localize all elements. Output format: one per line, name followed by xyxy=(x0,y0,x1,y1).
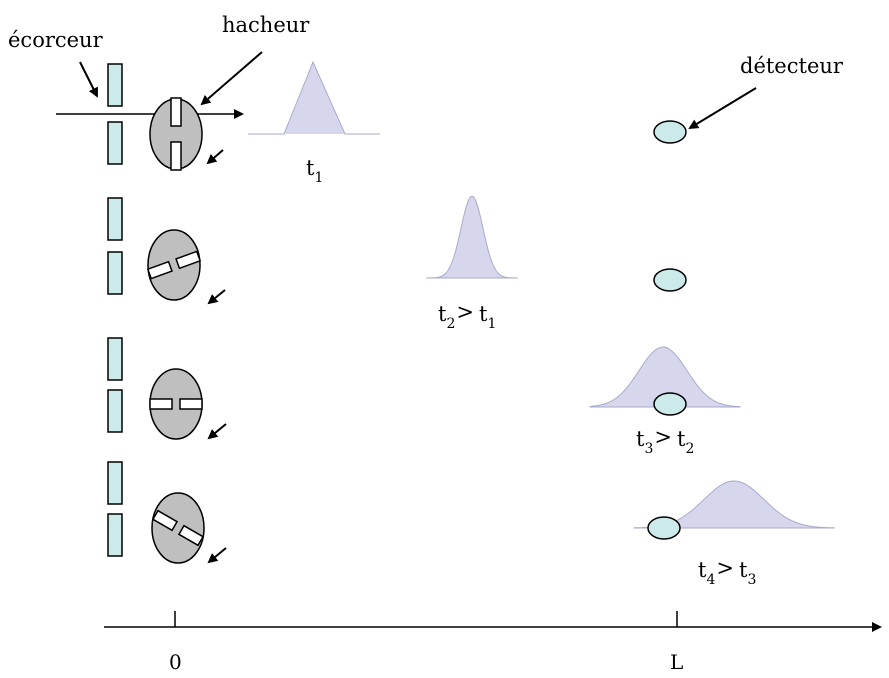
time-label-4: t4> t3 xyxy=(698,556,756,588)
svg-text:t2>t1: t2> t1 xyxy=(438,300,496,332)
time-symbol: t xyxy=(438,302,447,326)
detector xyxy=(647,516,681,540)
relation-sign: > xyxy=(716,556,734,580)
time-label-1: t1 xyxy=(306,156,323,186)
relation-sign: > xyxy=(456,300,474,324)
detector xyxy=(653,392,687,416)
skimmer-pointer-arrow-icon xyxy=(79,61,98,98)
detector xyxy=(653,120,687,144)
time-subscript: 4 xyxy=(706,572,715,588)
skimmer-label: écorceur xyxy=(8,28,104,52)
time-symbol: t xyxy=(636,427,645,451)
time-symbol: t xyxy=(479,302,488,326)
time-subscript: 3 xyxy=(644,441,653,457)
rotation-arrow-icon xyxy=(207,423,227,440)
rotation-arrow-icon xyxy=(206,149,224,165)
time-subscript: 3 xyxy=(747,572,756,588)
skimmer-lower xyxy=(107,389,123,433)
skimmer-lower xyxy=(107,513,123,557)
relation-sign: > xyxy=(654,425,672,449)
time-symbol: t xyxy=(677,427,686,451)
row-2 xyxy=(107,195,687,305)
time-subscript: 1 xyxy=(487,316,496,332)
row-1 xyxy=(107,60,687,171)
time-label-3: t3> t2 xyxy=(636,425,694,457)
svg-text:t3>t2: t3> t2 xyxy=(636,425,694,457)
chopper-slot xyxy=(149,398,173,410)
svg-text:t1: t1 xyxy=(306,156,323,186)
chopper-label: hacheur xyxy=(222,13,310,37)
rotation-arrow-icon xyxy=(207,547,227,564)
pulse-shape xyxy=(589,346,741,408)
detector-pointer-arrow-icon xyxy=(688,87,757,130)
axis-tick-label-L: L xyxy=(670,650,683,673)
axis-tick-label-0: 0 xyxy=(169,650,182,673)
skimmer-lower xyxy=(107,121,123,165)
chopper-slots xyxy=(146,250,202,280)
detector-label: détecteur xyxy=(740,54,844,78)
chopper-slot xyxy=(179,398,203,410)
time-subscript: 2 xyxy=(446,316,455,332)
chopper-slot xyxy=(170,97,182,127)
chopper-slots xyxy=(151,509,205,547)
row-3 xyxy=(107,337,741,440)
time-subscript: 1 xyxy=(314,170,323,186)
skimmer-upper xyxy=(107,63,123,107)
row-4 xyxy=(107,461,835,564)
skimmer-upper xyxy=(107,197,123,241)
time-subscript: 2 xyxy=(685,441,694,457)
chopper-pointer-arrow-icon xyxy=(200,51,263,106)
detector xyxy=(653,268,687,292)
skimmer-upper xyxy=(107,337,123,381)
time-symbol: t xyxy=(739,558,748,582)
pulse-shape xyxy=(426,195,518,279)
chopper-disc xyxy=(151,492,205,564)
rotation-arrow-icon xyxy=(207,289,226,305)
svg-text:t4>t3: t4> t3 xyxy=(698,556,756,588)
skimmer-upper xyxy=(107,461,123,505)
pulse-shape xyxy=(248,62,380,134)
time-symbol: t xyxy=(306,156,315,180)
skimmer-lower xyxy=(107,251,123,295)
chopper-slot xyxy=(170,141,182,171)
time-label-2: t2> t1 xyxy=(438,300,496,332)
pulse-outline xyxy=(248,60,380,135)
time-symbol: t xyxy=(698,558,707,582)
chopper-disc xyxy=(147,229,201,301)
